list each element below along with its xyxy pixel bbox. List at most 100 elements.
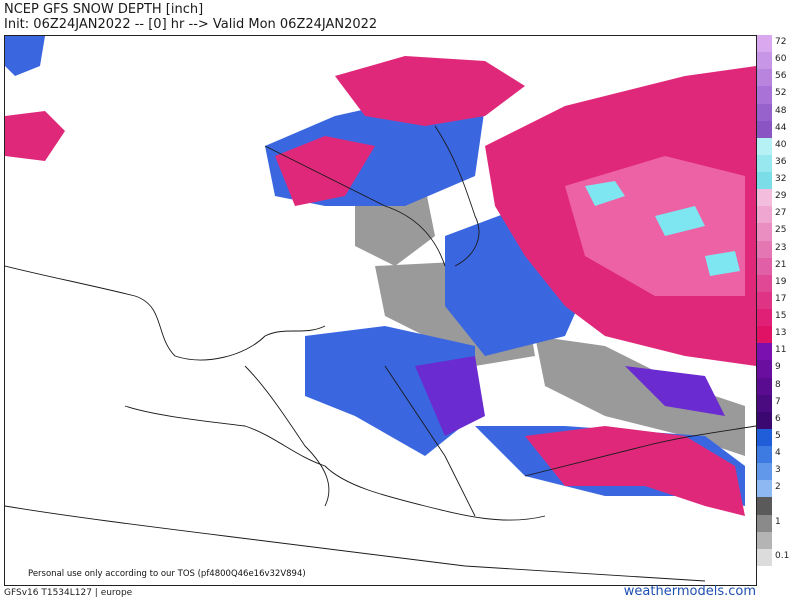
snow-area-blue	[5, 36, 45, 76]
legend-swatch	[757, 291, 772, 310]
legend-label: 21	[775, 259, 787, 270]
map-title: NCEP GFS SNOW DEPTH [inch]	[4, 2, 204, 17]
coastline	[434, 125, 480, 267]
legend-item: 13	[757, 326, 797, 344]
legend-label: 17	[775, 293, 787, 304]
legend-swatch	[757, 394, 772, 412]
snow-area-purple	[625, 366, 725, 416]
legend-swatch	[757, 446, 772, 464]
legend-label: 52	[775, 88, 787, 99]
legend-item: 29	[757, 189, 797, 207]
legend-label: 48	[775, 105, 787, 116]
legend-swatch	[757, 120, 772, 138]
legend-label: 60	[775, 54, 787, 65]
legend-label: 4	[775, 448, 781, 459]
legend-item: 0.1	[757, 548, 797, 566]
snow-area-blue	[305, 326, 475, 456]
legend-label: 13	[775, 328, 787, 339]
legend-label: 1	[775, 516, 781, 527]
legend-swatch	[757, 274, 772, 292]
coastline	[5, 505, 706, 582]
snow-area-magenta	[5, 111, 65, 161]
legend-swatch	[757, 35, 772, 53]
legend-item: 36	[757, 154, 797, 173]
legend-label: 9	[775, 362, 781, 373]
snow-area-magenta	[525, 426, 745, 516]
legend-label: 6	[775, 413, 781, 424]
legend-item	[757, 531, 797, 549]
legend-item: 56	[757, 69, 797, 87]
snow-area-magenta	[275, 136, 375, 206]
coastline	[264, 145, 446, 267]
legend-item: 17	[757, 291, 797, 310]
legend-swatch	[757, 309, 772, 327]
legend-label: 15	[775, 311, 787, 322]
coastline	[5, 265, 326, 361]
snow-area-magenta	[335, 56, 525, 126]
legend-label: 11	[775, 345, 787, 356]
legend-label: 72	[775, 37, 787, 47]
tos-notice: Personal use only according to our TOS (…	[28, 569, 306, 579]
legend-label: 32	[775, 174, 787, 185]
snow-depth-map	[4, 35, 757, 586]
legend-swatch	[757, 103, 772, 121]
legend-swatch	[757, 86, 772, 104]
snow-area-cyan	[585, 181, 625, 206]
coastline	[384, 365, 476, 517]
legend-item: 1	[757, 514, 797, 532]
legend-label: 19	[775, 276, 787, 287]
legend-item: 6	[757, 411, 797, 429]
legend-swatch	[757, 514, 772, 532]
legend-swatch	[757, 548, 772, 566]
legend-label: 5	[775, 430, 781, 441]
brand-link[interactable]: weathermodels.com	[623, 584, 756, 599]
legend-label: 29	[775, 191, 787, 202]
legend-swatch	[757, 480, 772, 498]
color-legend: 72 60 56 52 48 44 40 36 32 29 27 25 23 21 19 17 15 13 11 9 8…	[757, 35, 797, 566]
snow-area-purple	[415, 356, 485, 436]
legend-item: 11	[757, 343, 797, 361]
coastline	[244, 365, 330, 507]
legend-item: 5	[757, 428, 797, 447]
model-info: GFSv16 T1534L127 | europe	[4, 588, 133, 598]
legend-swatch	[757, 377, 772, 395]
legend-label: 3	[775, 465, 781, 476]
legend-swatch	[757, 463, 772, 481]
map-canvas	[5, 36, 756, 582]
legend-swatch	[757, 428, 772, 447]
snow-area-cyan	[655, 206, 705, 236]
legend-label: 56	[775, 71, 787, 82]
legend-item: 27	[757, 206, 797, 224]
legend-swatch	[757, 411, 772, 429]
legend-item: 3	[757, 463, 797, 481]
legend-item: 4	[757, 446, 797, 464]
legend-item: 72	[757, 35, 797, 53]
legend-item: 9	[757, 360, 797, 378]
legend-label: 23	[775, 242, 787, 253]
legend-label: 40	[775, 139, 787, 150]
legend-swatch	[757, 223, 772, 241]
legend-swatch	[757, 240, 772, 258]
legend-item: 7	[757, 394, 797, 412]
legend-swatch	[757, 154, 772, 173]
legend-swatch	[757, 52, 772, 70]
legend-item: 25	[757, 223, 797, 241]
legend-item: 44	[757, 120, 797, 138]
legend-swatch	[757, 326, 772, 344]
legend-swatch	[757, 343, 772, 361]
legend-item: 60	[757, 52, 797, 70]
legend-label: 27	[775, 208, 787, 219]
legend-item: 40	[757, 137, 797, 155]
legend-label: 2	[775, 482, 781, 493]
legend-swatch	[757, 69, 772, 87]
legend-label: 36	[775, 156, 787, 167]
legend-swatch	[757, 137, 772, 155]
coastline	[124, 405, 546, 521]
legend-label: 8	[775, 379, 781, 390]
legend-item: 2	[757, 480, 797, 498]
legend-swatch	[757, 172, 772, 190]
legend-item: 8	[757, 377, 797, 395]
legend-swatch	[757, 531, 772, 549]
legend-swatch	[757, 497, 772, 515]
coastline	[524, 425, 756, 477]
